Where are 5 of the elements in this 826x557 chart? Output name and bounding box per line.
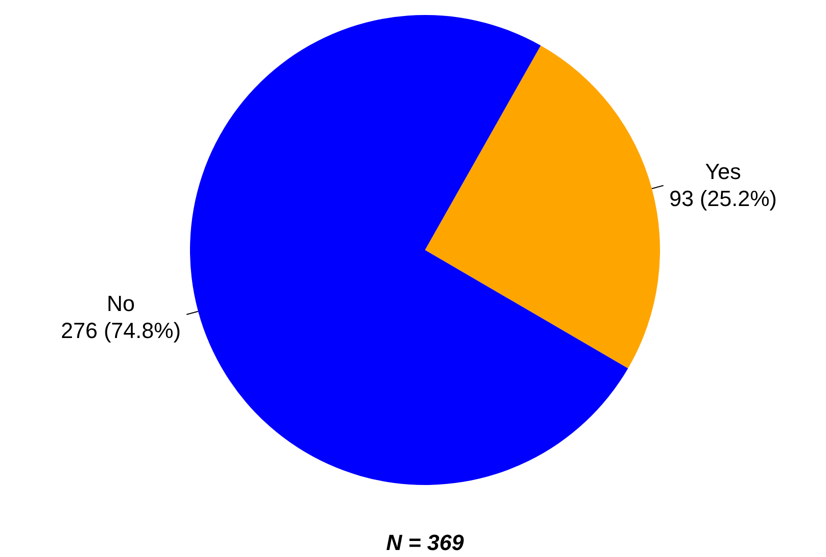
slice-label: No — [106, 291, 135, 316]
data-label: 93 (25.2%) — [669, 186, 777, 212]
data-label: 276 (74.8%) — [60, 318, 181, 344]
slice-label: Yes — [705, 159, 741, 184]
text: N = 369 — [386, 530, 465, 555]
